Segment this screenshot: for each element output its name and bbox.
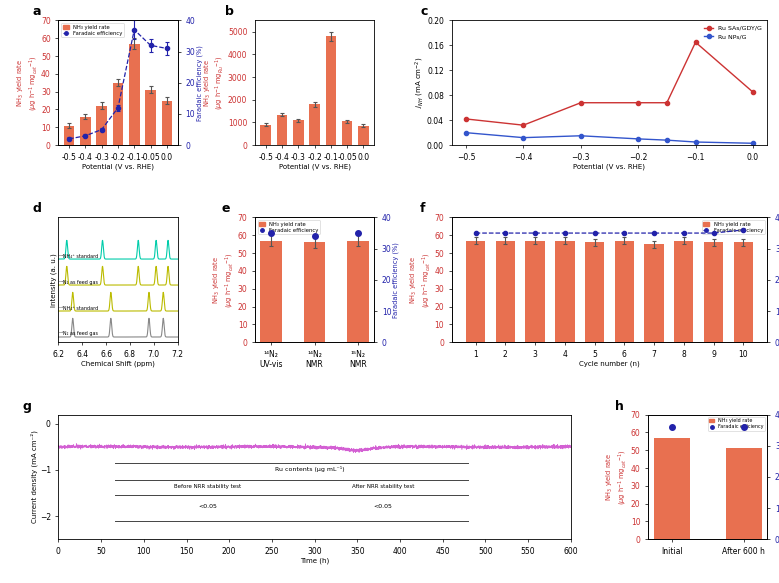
Text: c: c xyxy=(420,5,428,19)
X-axis label: Cycle number (n): Cycle number (n) xyxy=(579,360,640,367)
Ru NPs/G xyxy=(519,134,528,141)
Bar xyxy=(309,104,320,145)
Text: ¹⁵NH₄⁺ standard: ¹⁵NH₄⁺ standard xyxy=(59,305,98,311)
Text: b: b xyxy=(225,5,234,19)
Legend: NH₃ yield rate, Faradaic efficiency: NH₃ yield rate, Faradaic efficiency xyxy=(61,23,124,37)
Y-axis label: Intensity (a. u.): Intensity (a. u.) xyxy=(51,253,57,307)
X-axis label: Potential (V vs. RHE): Potential (V vs. RHE) xyxy=(279,163,351,170)
Text: <0.05: <0.05 xyxy=(373,504,393,509)
Bar xyxy=(113,83,123,145)
Text: g: g xyxy=(23,399,31,413)
Y-axis label: NH$_3$ yield rate
($\mu$g h$^{-1}$ mg$_{cat}$$^{-1}$): NH$_3$ yield rate ($\mu$g h$^{-1}$ mg$_{… xyxy=(16,55,40,111)
Bar xyxy=(129,44,139,145)
Bar xyxy=(466,241,485,342)
Text: e: e xyxy=(222,202,230,216)
Ru SAs/GDY/G xyxy=(519,122,528,129)
Ru SAs/GDY/G xyxy=(461,115,471,122)
Text: a: a xyxy=(32,5,41,19)
Legend: NH₃ yield rate, Faradaic efficiency: NH₃ yield rate, Faradaic efficiency xyxy=(258,220,319,234)
Bar xyxy=(145,90,156,145)
Bar xyxy=(97,106,107,145)
Y-axis label: $j_{NH}$ (mA cm$^{-2}$): $j_{NH}$ (mA cm$^{-2}$) xyxy=(414,57,425,108)
Bar xyxy=(726,448,762,539)
Y-axis label: Faradaic efficiency (%): Faradaic efficiency (%) xyxy=(196,45,203,121)
X-axis label: Chemical Shift (ppm): Chemical Shift (ppm) xyxy=(81,360,155,367)
Bar xyxy=(347,241,368,342)
Bar xyxy=(654,438,689,539)
Text: h: h xyxy=(615,399,624,413)
Y-axis label: NH$_3$ yield rate
($\mu$g h$^{-1}$ mg$_{cat}$$^{-1}$): NH$_3$ yield rate ($\mu$g h$^{-1}$ mg$_{… xyxy=(212,252,236,308)
Bar xyxy=(495,241,515,342)
Bar xyxy=(260,241,282,342)
Bar xyxy=(161,101,172,145)
Bar xyxy=(64,125,75,145)
Bar xyxy=(326,36,337,145)
Bar xyxy=(555,241,574,342)
Ru NPs/G xyxy=(662,136,671,143)
Bar xyxy=(674,241,693,342)
Ru SAs/GDY/G xyxy=(662,99,671,106)
Bar xyxy=(260,125,271,145)
Text: ¹⁵N₂ as feed gas: ¹⁵N₂ as feed gas xyxy=(59,332,98,336)
Text: Ru contents (μg mL⁻¹): Ru contents (μg mL⁻¹) xyxy=(276,466,345,472)
Ru SAs/GDY/G xyxy=(749,89,758,96)
Bar xyxy=(704,243,723,342)
Bar xyxy=(304,243,326,342)
X-axis label: Potential (V vs. RHE): Potential (V vs. RHE) xyxy=(573,163,646,170)
Bar xyxy=(293,120,304,145)
Ru NPs/G xyxy=(576,132,586,139)
Legend: NH₃ yield rate, Faradaic efficiency: NH₃ yield rate, Faradaic efficiency xyxy=(707,417,765,431)
Legend: Ru SAs/GDY/G, Ru NPs/G: Ru SAs/GDY/G, Ru NPs/G xyxy=(702,23,764,41)
Bar xyxy=(615,241,634,342)
Y-axis label: NH$_3$ yield rate
($\mu$g h$^{-1}$ mg$_{Ru}$$^{-1}$): NH$_3$ yield rate ($\mu$g h$^{-1}$ mg$_{… xyxy=(203,55,227,110)
Ru SAs/GDY/G xyxy=(576,99,586,106)
Ru NPs/G xyxy=(749,140,758,147)
Text: ¹⁴NH₄⁺ standard: ¹⁴NH₄⁺ standard xyxy=(59,254,98,258)
Legend: NH₃ yield rate, Faradaic efficiency: NH₃ yield rate, Faradaic efficiency xyxy=(702,220,765,234)
Line: Ru NPs/G: Ru NPs/G xyxy=(464,131,755,145)
Text: d: d xyxy=(32,202,41,216)
X-axis label: Time (h): Time (h) xyxy=(300,557,330,564)
Y-axis label: Current density (mA cm⁻²): Current density (mA cm⁻²) xyxy=(31,430,38,524)
Y-axis label: NH$_3$ yield rate
($\mu$g h$^{-1}$ mg$_{cat}$$^{-1}$): NH$_3$ yield rate ($\mu$g h$^{-1}$ mg$_{… xyxy=(605,449,629,505)
Bar xyxy=(734,243,753,342)
Ru NPs/G xyxy=(633,135,643,142)
Text: After NRR stability test: After NRR stability test xyxy=(351,483,414,489)
Ru NPs/G xyxy=(461,129,471,136)
Y-axis label: Faradaic efficiency (%): Faradaic efficiency (%) xyxy=(393,242,400,318)
Text: <0.05: <0.05 xyxy=(199,504,217,509)
Bar xyxy=(277,114,287,145)
Bar xyxy=(525,241,545,342)
Bar xyxy=(358,126,368,145)
Bar xyxy=(585,243,605,342)
Text: ¹⁴N₂ as feed gas: ¹⁴N₂ as feed gas xyxy=(59,279,98,285)
Line: Ru SAs/GDY/G: Ru SAs/GDY/G xyxy=(464,40,755,127)
Bar xyxy=(80,117,90,145)
Bar xyxy=(644,244,664,342)
Y-axis label: NH$_3$ yield rate
($\mu$g h$^{-1}$ mg$_{cat}$$^{-1}$): NH$_3$ yield rate ($\mu$g h$^{-1}$ mg$_{… xyxy=(409,252,433,308)
Text: f: f xyxy=(420,202,425,216)
Ru SAs/GDY/G xyxy=(633,99,643,106)
Ru SAs/GDY/G xyxy=(691,38,700,45)
Bar xyxy=(342,121,352,145)
Ru NPs/G xyxy=(691,139,700,146)
X-axis label: Potential (V vs. RHE): Potential (V vs. RHE) xyxy=(82,163,154,170)
Text: Before NRR stability test: Before NRR stability test xyxy=(174,483,241,489)
